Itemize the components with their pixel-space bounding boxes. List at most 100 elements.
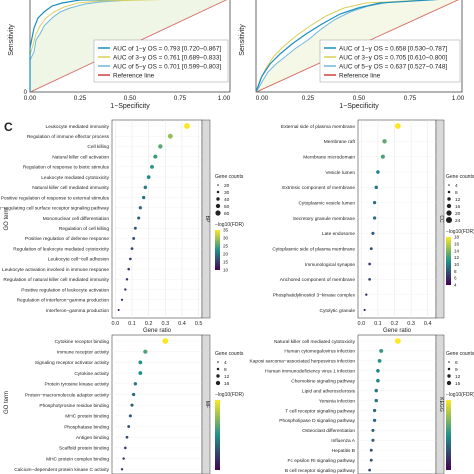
data-point	[120, 298, 124, 301]
term-label: Late endosome	[322, 231, 355, 237]
legend-size-dot	[216, 197, 220, 201]
data-point	[184, 123, 190, 129]
facet-strip	[201, 119, 211, 319]
colorbar-label: 12	[454, 255, 460, 260]
data-point	[382, 139, 387, 144]
roc-right-xtick: 0.75	[404, 95, 417, 102]
colorbar-label: 30	[223, 236, 229, 241]
data-point	[374, 398, 378, 403]
data-point	[138, 206, 142, 210]
data-point	[150, 164, 154, 169]
term-label: Interferon−gamma production	[46, 308, 109, 314]
legend-size-label: 20	[224, 183, 230, 189]
roc-left-legend-ref: Reference line	[113, 73, 155, 80]
data-point	[377, 358, 382, 363]
roc-left-ylabel: Sensitivity	[8, 24, 15, 56]
legend-title: −log10(FDR)	[446, 229, 474, 235]
facet-strip-label: KEGG	[438, 397, 444, 412]
data-point	[138, 371, 143, 375]
term-label: Leukocyte cell−cell adhesion	[48, 257, 110, 263]
term-label: Cytokine receptor binding	[55, 339, 110, 345]
colorbar-label: 16	[454, 241, 460, 246]
legend-size-label: 12	[455, 374, 461, 380]
legend-size-dot	[217, 361, 219, 363]
roc-right-legend-ref: Reference line	[339, 73, 381, 80]
term-label: Calcium−dependent protein kinase C activ…	[14, 467, 109, 473]
plot-frame	[357, 334, 437, 474]
plot-frame	[111, 334, 203, 474]
x-tick-label: 0.1	[374, 321, 382, 327]
legend-size-dot	[445, 216, 453, 224]
roc-left-legend-3y: AUC of 3−y OS = 0.761 [0.689−0.833]	[113, 55, 221, 62]
x-tick-label: 0.3	[162, 321, 170, 327]
legend-size-dot	[215, 210, 221, 216]
term-label: Influenza A	[331, 438, 356, 444]
x-axis-label: Gene ratio	[383, 328, 412, 334]
data-point	[372, 408, 377, 413]
term-label: MHC protein binding	[65, 414, 109, 420]
roc-left-legend-5y: AUC of 5−y OS = 0.701 [0.599−0.803]	[113, 64, 221, 71]
roc-left-ytick: 0	[24, 90, 28, 96]
roc-plot-left: Sensitivity 0 AUC of 1−y OS = 0.793 [0.7…	[8, 0, 231, 110]
data-point	[372, 201, 377, 205]
legend-size-dot	[216, 190, 220, 194]
data-point	[146, 175, 151, 179]
data-point	[394, 123, 401, 129]
roc-right-legend-1y: AUC of 1−y OS = 0.658 [0.530−0.787]	[339, 46, 447, 53]
term-label: Hepatitis B	[332, 448, 355, 454]
data-point	[372, 216, 377, 220]
data-point	[158, 144, 163, 149]
term-label: Phosphatidylinositol 3−kinase complex	[273, 292, 356, 298]
facet-strip	[201, 334, 211, 474]
data-point	[167, 133, 173, 139]
legend-size-label: 4	[224, 360, 227, 366]
x-tick-label: 0.0	[112, 321, 120, 327]
x-tick-label: 0.4	[178, 321, 186, 327]
data-point	[138, 360, 143, 365]
facet-strip-label: BP	[204, 216, 210, 223]
data-point	[365, 293, 368, 296]
term-label: MHC protein complex binding	[46, 456, 109, 462]
term-label: Scaffold protein binding	[59, 446, 109, 452]
go-kegg-dotplots: BP Leukocyte mediated immunity Regulation …	[0, 119, 474, 474]
data-point	[162, 338, 169, 344]
data-point	[372, 418, 377, 423]
x-tick-label: 0.5	[195, 321, 203, 327]
x-tick-label: 0.3	[407, 321, 415, 327]
term-label: Human immunodeficiency virus 1 infection	[265, 369, 355, 375]
data-point	[379, 348, 384, 353]
colorbar-label: 6	[454, 276, 457, 281]
roc-left-curve-3y	[29, 0, 165, 92]
term-label: Cytokine activity	[74, 371, 109, 377]
data-point	[376, 170, 380, 174]
term-label: Human cytomegalovirus infection	[284, 349, 355, 355]
legend-size-dot	[216, 367, 220, 371]
data-point	[141, 195, 146, 200]
legend-size-dot	[446, 203, 452, 209]
colorbar	[446, 400, 451, 470]
legend-size-dot	[447, 367, 451, 371]
term-label: Osteoclast differentiation	[302, 428, 355, 434]
legend-size-dot	[446, 380, 452, 386]
term-label: Membrane raft	[324, 139, 356, 145]
term-label: Phosphotyrosine residue binding	[39, 403, 109, 409]
term-label: Mononuclear cell differentiation	[43, 216, 110, 222]
facet-strip	[435, 119, 445, 319]
legend-size-label: 4	[455, 183, 458, 189]
roc-left-xtick: 1.00	[218, 95, 231, 102]
term-label: Cell killing	[87, 144, 109, 150]
colorbar	[446, 237, 451, 285]
term-label: External side of plasma membrane	[281, 124, 355, 130]
facet-strip	[435, 334, 445, 474]
term-label: Leukocyte mediated immunity	[46, 124, 110, 130]
legend-size-dot	[216, 374, 220, 378]
term-label: Kaposi sarcoma−associated herpesvirus in…	[250, 359, 356, 365]
legend-size-label: 12	[455, 197, 461, 203]
legend-size-label: 12	[224, 374, 230, 380]
roc-right-xtick: 0.00	[256, 95, 269, 102]
roc-plot-right: Sensitivity AUC of 1−y OS = 0.658 [0.530…	[239, 0, 465, 110]
roc-left-xtick: 0.25	[74, 95, 87, 102]
data-point	[122, 457, 125, 460]
term-label: Positive regulation of defense response	[25, 236, 109, 242]
